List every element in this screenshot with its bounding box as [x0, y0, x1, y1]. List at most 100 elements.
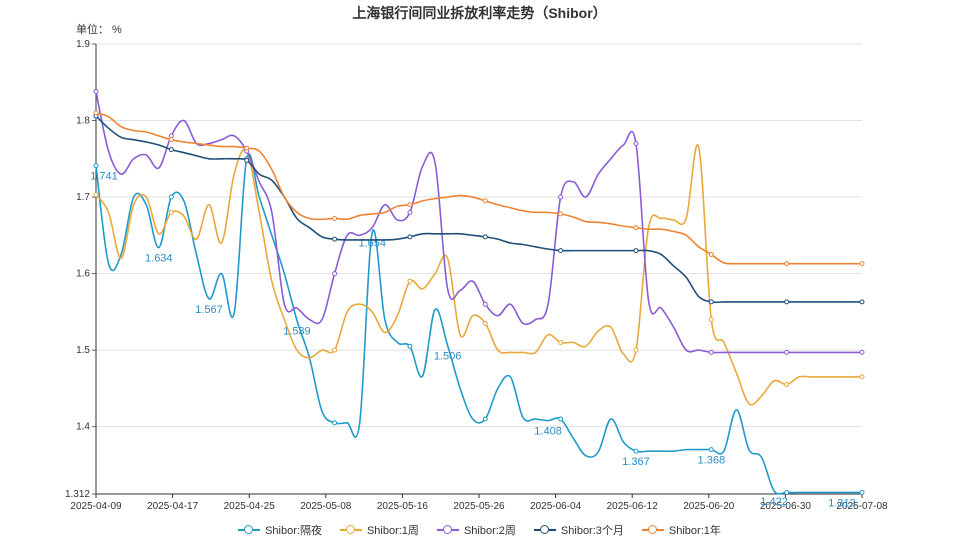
- data-point: [244, 157, 250, 163]
- data-point: [859, 374, 865, 380]
- y-tick-label: 1.9: [76, 39, 90, 50]
- data-point: [168, 137, 174, 143]
- data-point: [407, 202, 413, 208]
- data-point: [859, 489, 865, 495]
- data-label: 1.506: [434, 351, 462, 363]
- legend-label: Shibor:3个月: [560, 525, 624, 537]
- data-point: [407, 234, 413, 240]
- y-tick-label: 1.6: [76, 269, 90, 280]
- data-point: [708, 251, 714, 257]
- data-point: [93, 88, 99, 94]
- data-point: [784, 349, 790, 355]
- legend-item-4[interactable]: Shibor:1年: [641, 522, 721, 538]
- data-label: 1.312: [828, 497, 856, 509]
- series-line-0: [95, 153, 862, 495]
- series-line-2: [95, 91, 862, 354]
- x-tick-label: 2025-04-09: [70, 501, 122, 512]
- legend-swatch: [339, 525, 362, 535]
- data-point: [633, 140, 639, 146]
- data-point: [859, 299, 865, 305]
- unit-label: 单位： %: [76, 24, 122, 36]
- y-tick-label: 1.7: [76, 192, 90, 203]
- data-point: [633, 448, 639, 454]
- data-point: [859, 261, 865, 267]
- data-point: [558, 194, 564, 200]
- x-tick-label: 2025-05-08: [300, 501, 352, 512]
- data-point: [168, 209, 174, 215]
- data-point: [558, 248, 564, 254]
- data-point: [332, 347, 338, 353]
- data-label: 1.367: [622, 456, 650, 468]
- data-point: [482, 320, 488, 326]
- data-point: [708, 349, 714, 355]
- data-point: [558, 416, 564, 422]
- x-tick-label: 2025-06-12: [607, 501, 659, 512]
- y-tick-label: 1.8: [76, 116, 90, 127]
- chart-title: 上海银行间同业拆放利率走势（Shibor）: [352, 5, 607, 21]
- y-tick-label: 1.312: [65, 489, 90, 500]
- data-point: [633, 347, 639, 353]
- series-line-4: [95, 112, 862, 265]
- series-line-3: [95, 115, 862, 304]
- x-tick-label: 2025-04-17: [147, 501, 199, 512]
- x-tick-label: 2025-06-30: [760, 501, 812, 512]
- legend-label: Shibor:2周: [463, 525, 516, 537]
- x-tick-label: 2025-05-16: [377, 501, 429, 512]
- legend-swatch: [238, 525, 261, 535]
- series-line-1: [95, 144, 862, 406]
- data-point: [407, 343, 413, 349]
- legend-item-1[interactable]: Shibor:1周: [339, 522, 419, 538]
- x-tick-label: 2025-04-25: [224, 501, 276, 512]
- data-point: [93, 163, 99, 169]
- data-point: [332, 420, 338, 426]
- data-label: 1.368: [698, 455, 726, 467]
- data-point: [407, 209, 413, 215]
- legend-swatch: [436, 525, 459, 535]
- data-label: 1.567: [195, 304, 223, 316]
- data-point: [633, 225, 639, 231]
- data-point: [482, 198, 488, 204]
- legend-item-3[interactable]: Shibor:3个月: [533, 522, 624, 538]
- legend-label: Shibor:隔夜: [265, 525, 322, 537]
- data-point: [168, 194, 174, 200]
- data-point: [784, 382, 790, 388]
- x-tick-label: 2025-07-08: [836, 501, 888, 512]
- data-label: 1.422: [760, 496, 788, 508]
- data-point: [784, 261, 790, 267]
- data-point: [244, 145, 250, 151]
- legend-label: Shibor:1年: [668, 525, 721, 537]
- data-point: [93, 110, 99, 116]
- data-point: [482, 301, 488, 307]
- data-point: [332, 271, 338, 277]
- data-point: [332, 215, 338, 221]
- data-point: [558, 339, 564, 345]
- data-label: 1.741: [90, 171, 118, 183]
- data-point: [558, 211, 564, 217]
- data-label: 1.654: [358, 237, 386, 249]
- legend-swatch: [533, 525, 556, 535]
- x-tick-label: 2025-06-04: [530, 501, 582, 512]
- legend-item-0[interactable]: Shibor:隔夜: [238, 522, 322, 538]
- data-label: 1.634: [145, 253, 173, 265]
- data-point: [784, 489, 790, 495]
- legend-swatch: [641, 525, 664, 535]
- data-point: [482, 416, 488, 422]
- data-point: [708, 299, 714, 305]
- x-tick-label: 2025-05-26: [453, 501, 505, 512]
- data-point: [168, 147, 174, 153]
- legend: Shibor:隔夜 Shibor:1周 Shibor:2周 Shibor:3个月 Shi…: [0, 522, 959, 538]
- data-point: [708, 447, 714, 453]
- legend-item-2[interactable]: Shibor:2周: [436, 522, 516, 538]
- data-point: [93, 192, 99, 198]
- y-tick-label: 1.5: [76, 345, 90, 356]
- data-point: [708, 317, 714, 323]
- data-label: 1.408: [534, 426, 562, 438]
- data-point: [332, 236, 338, 242]
- data-point: [784, 299, 790, 305]
- legend-label: Shibor:1周: [366, 525, 419, 537]
- x-tick-label: 2025-06-20: [683, 501, 735, 512]
- data-point: [407, 278, 413, 284]
- data-point: [482, 234, 488, 240]
- data-point: [633, 248, 639, 254]
